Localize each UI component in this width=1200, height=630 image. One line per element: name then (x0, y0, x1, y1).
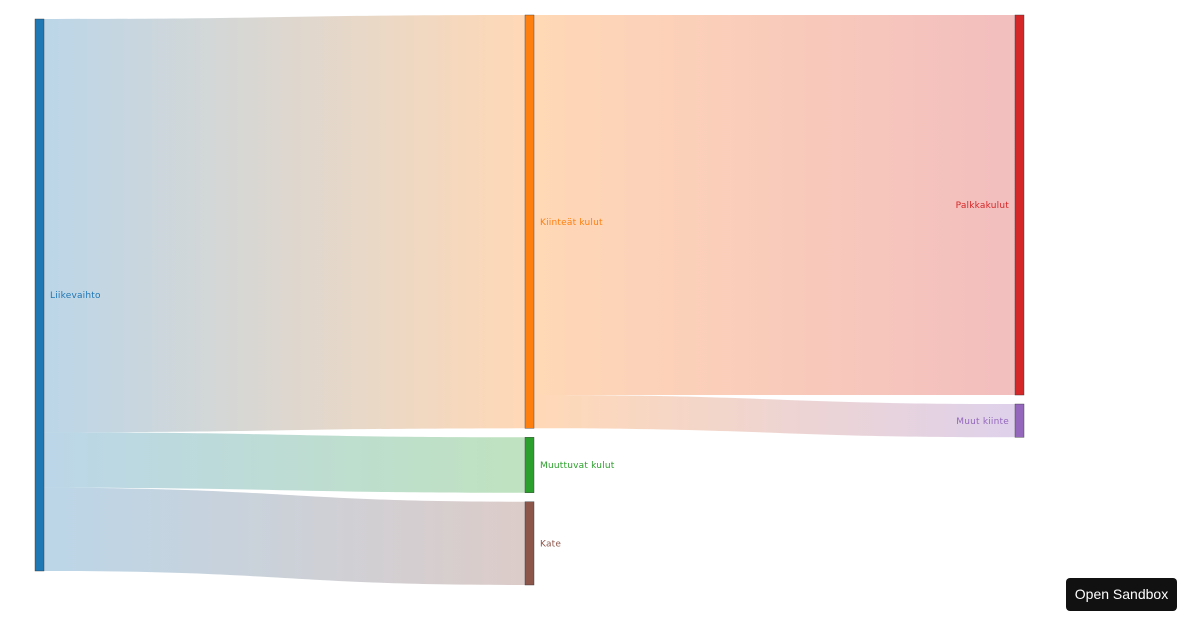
node-label-palkka: Palkkakulut (956, 201, 1010, 211)
link-kiinteat-to-palkka (534, 15, 1015, 396)
node-muutkiinte (1014, 403, 1025, 438)
link-liikevaihto-to-muuttuvat (44, 432, 525, 493)
link-liikevaihto-to-kiinteat (44, 15, 525, 433)
node-label-liikevaihto: Liikevaihto (50, 291, 101, 301)
node-kiinteat (524, 14, 535, 429)
node-label-kate: Kate (540, 540, 561, 550)
node-palkka (1014, 14, 1025, 396)
node-label-kiinteat: Kiinteät kulut (540, 218, 603, 228)
open-sandbox-button[interactable]: Open Sandbox (1066, 578, 1177, 611)
node-liikevaihto (34, 18, 45, 572)
node-kate (524, 501, 535, 586)
node-label-muuttuvat: Muuttuvat kulut (540, 461, 615, 471)
node-muuttuvat (524, 437, 535, 493)
link-kiinteat-to-muutkiinte (534, 395, 1015, 438)
link-liikevaihto-to-kate (44, 487, 525, 585)
node-label-muutkiinte: Muut kiinte (956, 417, 1009, 427)
